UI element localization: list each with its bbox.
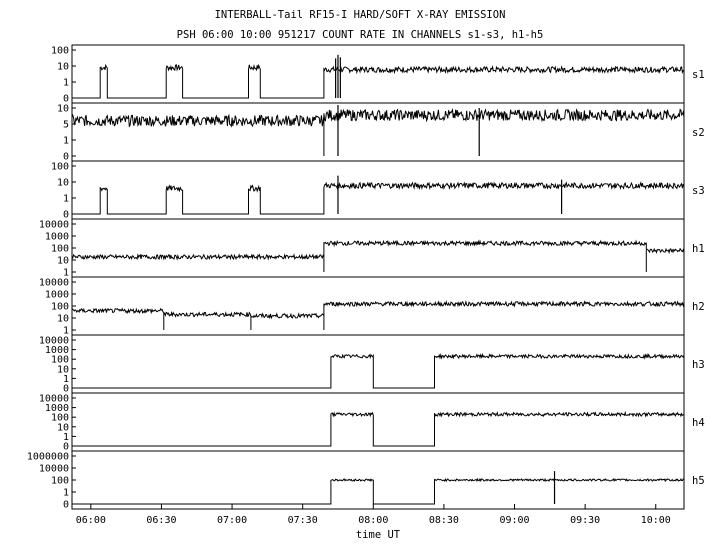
x-tick-label: 07:00	[217, 515, 247, 526]
y-tick-label: 0	[63, 152, 69, 163]
x-tick-label: 08:30	[429, 515, 459, 526]
panel-label: s1	[692, 69, 705, 81]
y-tick-label: 0	[63, 210, 69, 221]
y-tick-label: 1000000	[27, 452, 69, 463]
y-tick-label: 10	[57, 314, 69, 325]
series-s1	[72, 63, 685, 99]
y-tick-label: 0	[63, 94, 69, 105]
y-tick-label: 1	[63, 488, 69, 499]
y-tick-label: 0	[63, 500, 69, 511]
y-tick-label: 1	[63, 136, 69, 147]
y-tick-label: 100	[51, 355, 69, 366]
panel-label: h5	[692, 475, 705, 487]
y-tick-label: 100	[51, 162, 69, 173]
panel-frame	[71, 218, 685, 278]
panel-frame	[71, 160, 685, 220]
panel-label: s3	[692, 185, 705, 197]
y-tick-label: 1	[63, 432, 69, 443]
x-tick-label: 06:00	[76, 515, 106, 526]
y-tick-label: 1	[63, 326, 69, 337]
y-tick-label: 10	[57, 256, 69, 267]
y-tick-label: 10000	[39, 394, 69, 405]
y-tick-label: 100	[51, 413, 69, 424]
x-axis-label: time UT	[356, 529, 401, 541]
y-tick-label: 1000	[45, 345, 69, 356]
series-s2	[71, 108, 685, 156]
series-h5	[72, 477, 685, 505]
y-tick-label: 10000	[39, 464, 69, 475]
chart-title: INTERBALL-Tail RF15-I HARD/SOFT X-RAY EM…	[215, 9, 506, 21]
chart-subtitle: PSH 06:00 10:00 951217 COUNT RATE IN CHA…	[177, 29, 544, 41]
panel-label: h4	[692, 417, 705, 429]
y-tick-label: 10	[57, 62, 69, 73]
y-tick-label: 100	[51, 46, 69, 57]
panel-frame	[71, 44, 685, 104]
y-tick-label: 10	[57, 178, 69, 189]
y-tick-label: 1	[63, 268, 69, 279]
series-h1	[71, 239, 685, 272]
y-tick-label: 100	[51, 244, 69, 255]
series-h3	[72, 352, 685, 389]
x-tick-label: 09:00	[499, 515, 529, 526]
y-tick-label: 1000	[45, 290, 69, 301]
y-tick-label: 10000	[39, 278, 69, 289]
y-tick-label: 100	[51, 302, 69, 313]
panel-label: h3	[692, 359, 705, 371]
panel-label: h2	[692, 301, 705, 313]
y-tick-label: 0	[63, 384, 69, 395]
panel-frame	[71, 334, 685, 394]
y-tick-label: 0	[63, 442, 69, 453]
y-tick-label: 10	[57, 364, 69, 375]
y-tick-label: 100	[51, 476, 69, 487]
panel-label: h1	[692, 243, 705, 255]
y-tick-label: 10	[57, 104, 69, 115]
panel-label: s2	[692, 127, 705, 139]
x-tick-label: 10:00	[641, 515, 671, 526]
series-h4	[72, 410, 685, 447]
x-tick-label: 08:00	[358, 515, 388, 526]
x-tick-label: 09:30	[570, 515, 600, 526]
y-tick-label: 1	[63, 374, 69, 385]
y-tick-label: 10000	[39, 220, 69, 231]
y-tick-label: 5	[63, 120, 69, 131]
panel-frame	[71, 392, 685, 452]
y-tick-label: 1	[63, 194, 69, 205]
x-tick-label: 06:30	[146, 515, 176, 526]
y-tick-label: 1000	[45, 232, 69, 243]
x-tick-label: 07:30	[288, 515, 318, 526]
y-tick-label: 10000	[39, 336, 69, 347]
panel-stack: 1001010s110510s21001010s3100001000100101…	[27, 44, 705, 511]
series-h2	[71, 300, 685, 330]
y-tick-label: 10	[57, 422, 69, 433]
y-tick-label: 1000	[45, 403, 69, 414]
y-tick-label: 1	[63, 78, 69, 89]
series-s3	[72, 181, 685, 215]
x-axis: 06:00 06:30 07:00 07:30 08:00 08:30 09:00 09:30…	[76, 504, 671, 526]
